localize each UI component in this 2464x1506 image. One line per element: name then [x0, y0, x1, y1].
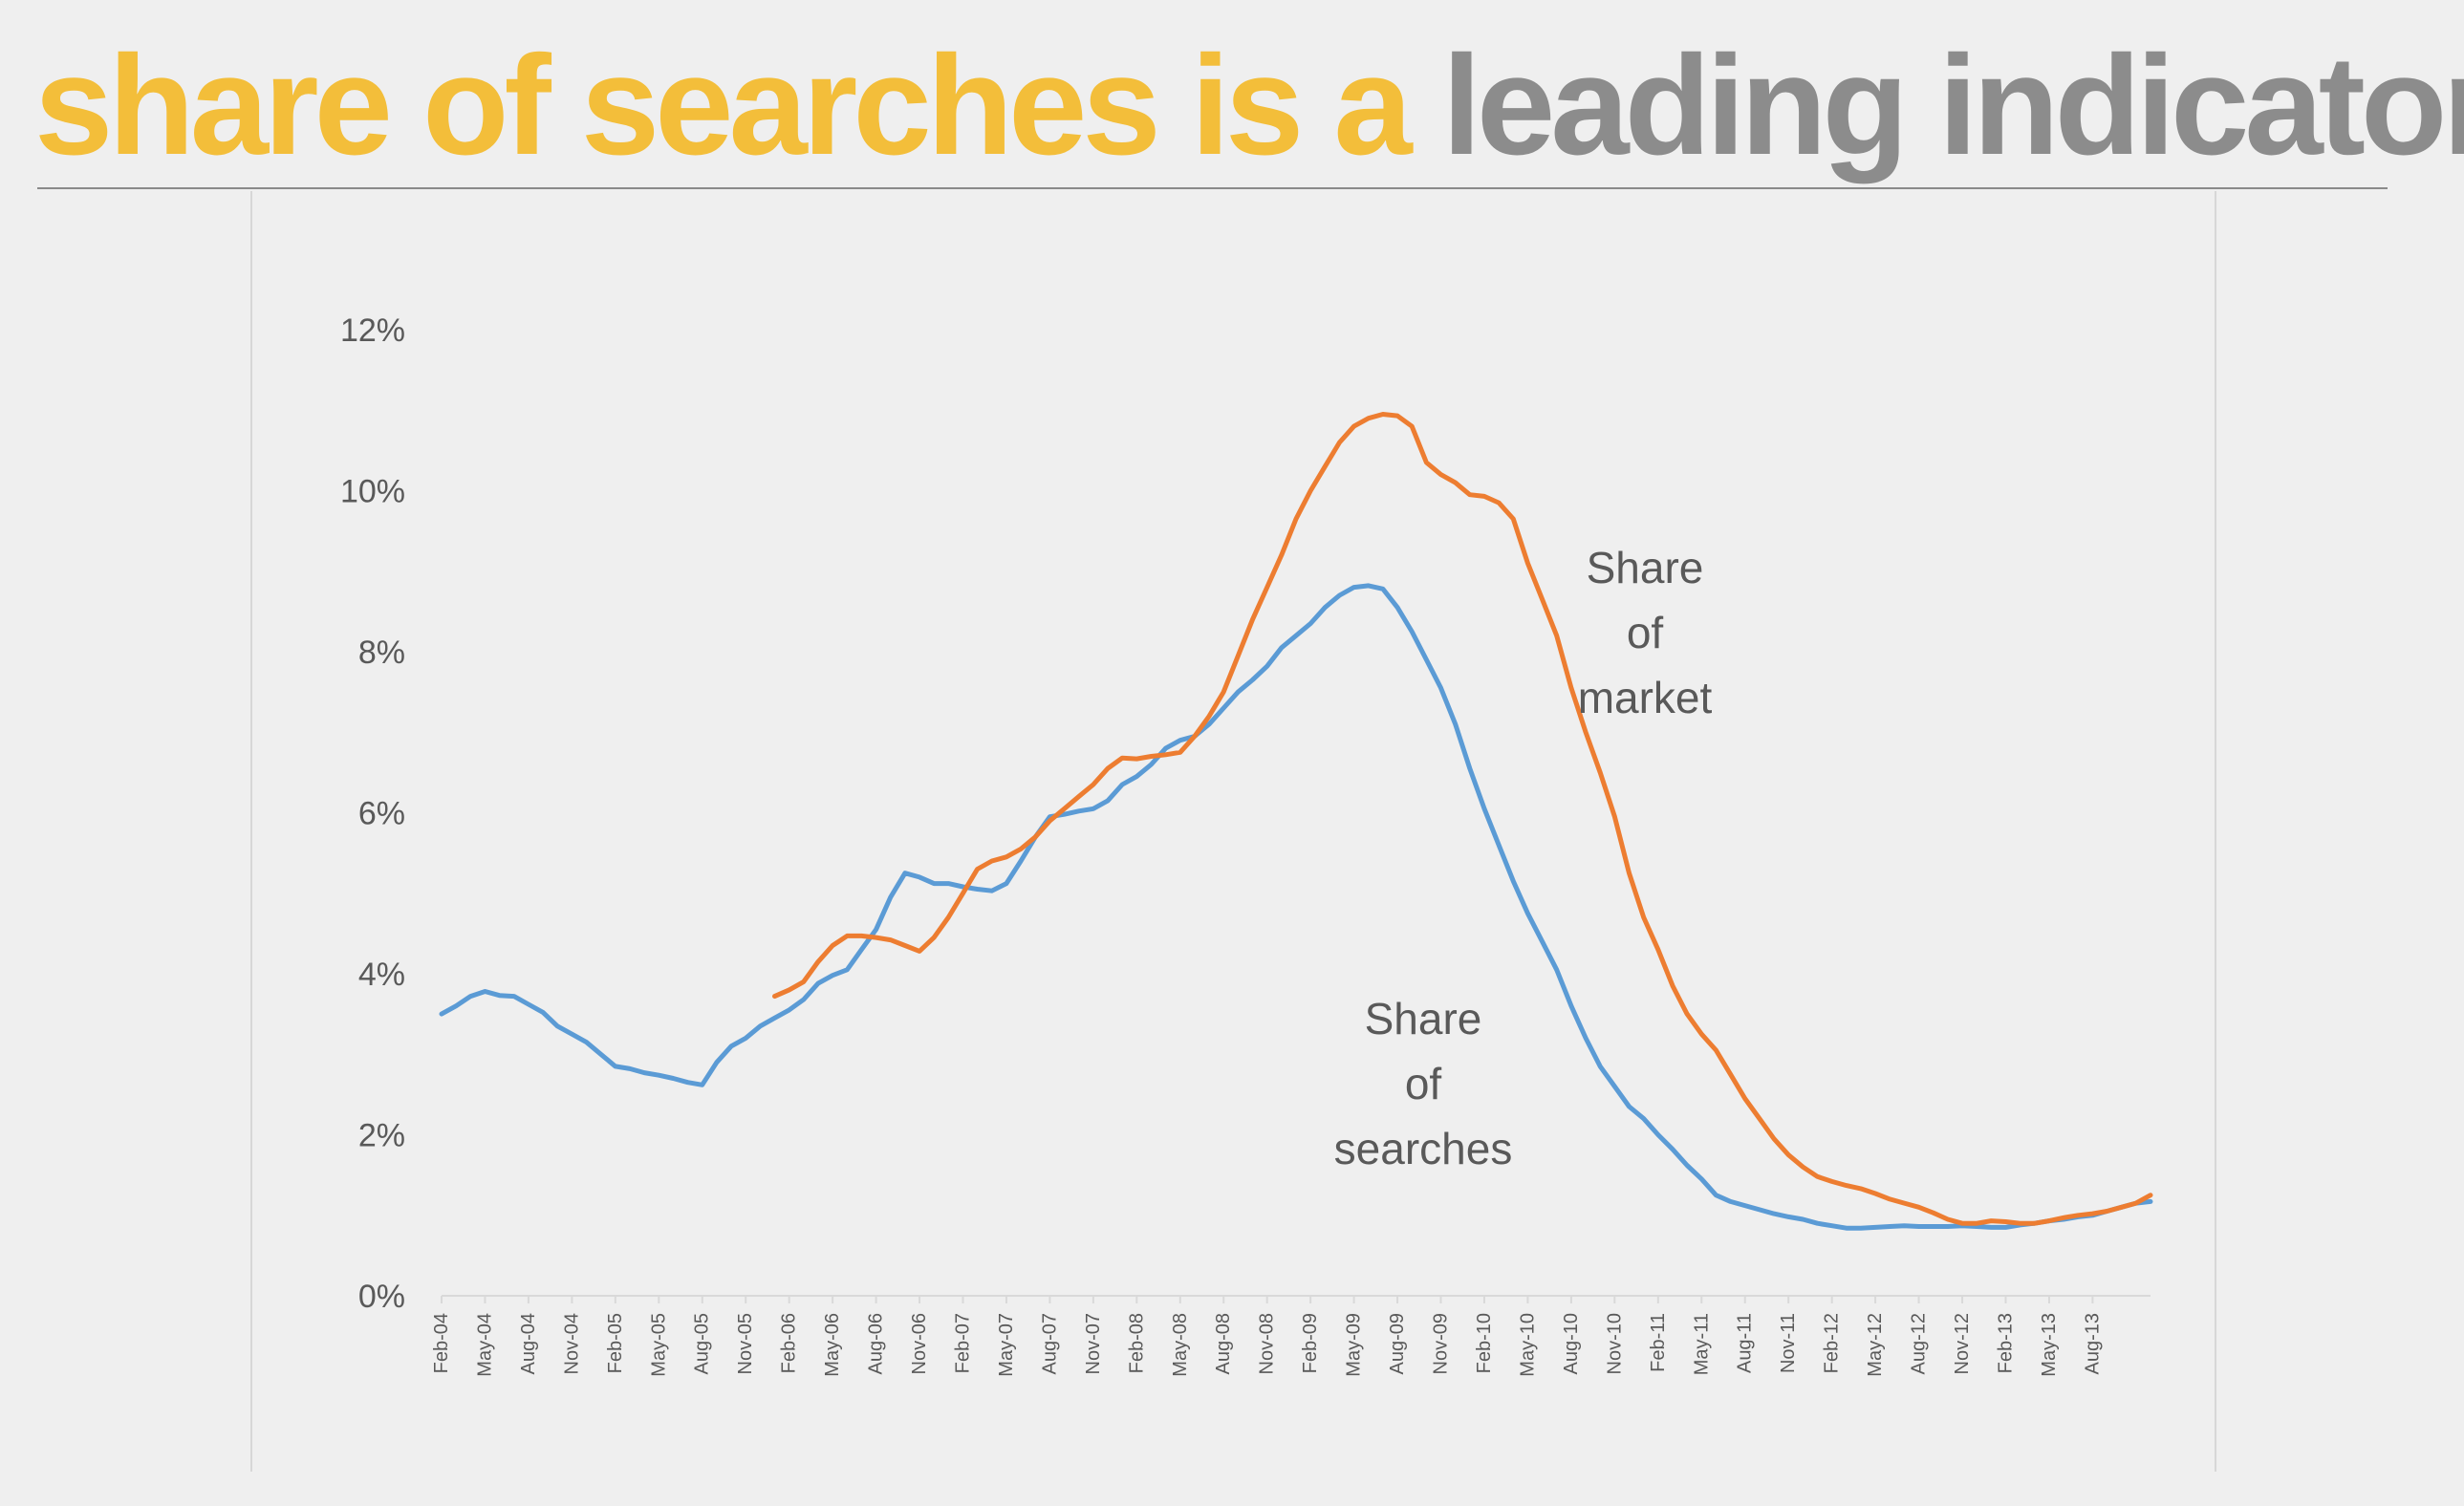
- annotation-line: of: [1627, 608, 1664, 657]
- x-tick-label: Nov-06: [909, 1313, 930, 1374]
- annotation-line: Share: [1587, 543, 1704, 592]
- y-tick-label: 12%: [340, 312, 405, 349]
- annotation-line: searches: [1334, 1124, 1513, 1173]
- x-tick-label: May-06: [822, 1313, 843, 1377]
- x-tick-label: Nov-12: [1952, 1313, 1973, 1374]
- x-tick-label: May-12: [1865, 1313, 1886, 1377]
- x-tick-label: May-10: [1517, 1313, 1538, 1377]
- x-tick-label: May-09: [1344, 1313, 1365, 1377]
- x-tick-label: Feb-07: [952, 1313, 973, 1373]
- x-tick-label: Feb-12: [1822, 1313, 1843, 1373]
- title-rest: leading indicator: [1441, 27, 2464, 184]
- x-tick-label: Feb-05: [605, 1313, 626, 1373]
- x-tick-label: Feb-09: [1300, 1313, 1321, 1373]
- slide-title: share of searches is a leading indicator: [34, 25, 2464, 187]
- y-tick-label: 4%: [358, 957, 405, 993]
- x-tick-label: Nov-04: [561, 1313, 582, 1374]
- annotation-share-of-searches: Share of searches: [1334, 994, 1513, 1173]
- y-tick-label: 10%: [340, 474, 405, 510]
- x-tick-label: Aug-09: [1387, 1313, 1408, 1375]
- annotation-layer: Share of searches Share of market: [1334, 543, 1713, 1173]
- series-line-share-of-searches: [439, 583, 2153, 1231]
- x-tick-label: Aug-11: [1735, 1313, 1756, 1373]
- y-tick-label: 0%: [358, 1279, 405, 1315]
- annotation-share-of-market: Share of market: [1578, 543, 1713, 722]
- x-tick-label: Nov-09: [1431, 1313, 1452, 1374]
- x-tick-label: Nov-05: [735, 1313, 756, 1374]
- x-tick-label: Nov-10: [1604, 1313, 1625, 1374]
- x-tick-label: Aug-12: [1909, 1313, 1930, 1375]
- x-tick-label: Aug-06: [866, 1313, 887, 1375]
- series-layer: [439, 412, 2153, 1231]
- x-tick-label: May-11: [1691, 1313, 1712, 1375]
- x-axis: Feb-04 May-04 Aug-04 Nov-04 Feb-05 May-05 Aug-…: [431, 1295, 2151, 1377]
- x-tick-label: May-07: [996, 1313, 1017, 1377]
- x-tick-label: Aug-07: [1039, 1313, 1060, 1375]
- x-tick-label: May-04: [474, 1313, 495, 1377]
- y-tick-label: 2%: [358, 1118, 405, 1154]
- annotation-line: of: [1405, 1059, 1442, 1108]
- x-tick-label: Nov-07: [1083, 1313, 1104, 1374]
- title-highlight: share of searches is a: [34, 27, 1413, 184]
- x-tick-label: Aug-08: [1213, 1313, 1234, 1375]
- x-tick-label: May-13: [2039, 1313, 2060, 1377]
- x-tick-label: Nov-11: [1778, 1313, 1799, 1373]
- y-tick-label: 8%: [358, 635, 405, 671]
- x-tick-label: Feb-13: [1995, 1313, 2016, 1373]
- x-tick-label: Aug-05: [692, 1313, 713, 1375]
- y-tick-label: 6%: [358, 796, 405, 832]
- x-tick-label: Aug-10: [1561, 1313, 1582, 1375]
- x-tick-label: May-08: [1170, 1313, 1191, 1377]
- x-tick-label: Feb-04: [431, 1313, 452, 1373]
- annotation-line: market: [1578, 673, 1713, 722]
- x-tick-label: Feb-08: [1126, 1313, 1147, 1373]
- annotation-line: Share: [1365, 994, 1482, 1043]
- y-axis: 0% 2% 4% 6% 8% 10% 12%: [340, 312, 405, 1315]
- series-line-share-of-market: [772, 412, 2153, 1226]
- x-tick-label: Feb-10: [1474, 1313, 1495, 1373]
- x-tick-label: Nov-08: [1257, 1313, 1278, 1374]
- x-tick-label: Feb-06: [779, 1313, 800, 1373]
- chart-panel: 0% 2% 4% 6% 8% 10% 12% Feb-04 May-04 Aug-04 Nov-0…: [250, 191, 2216, 1472]
- x-tick-label: Aug-13: [2082, 1313, 2103, 1375]
- x-tick-label: May-05: [648, 1313, 669, 1377]
- line-chart: 0% 2% 4% 6% 8% 10% 12% Feb-04 May-04 Aug-04 Nov-0…: [340, 312, 2153, 1377]
- x-tick-label: Feb-11: [1648, 1313, 1669, 1372]
- title-divider: [37, 187, 2388, 189]
- x-tick-label: Aug-04: [518, 1313, 539, 1375]
